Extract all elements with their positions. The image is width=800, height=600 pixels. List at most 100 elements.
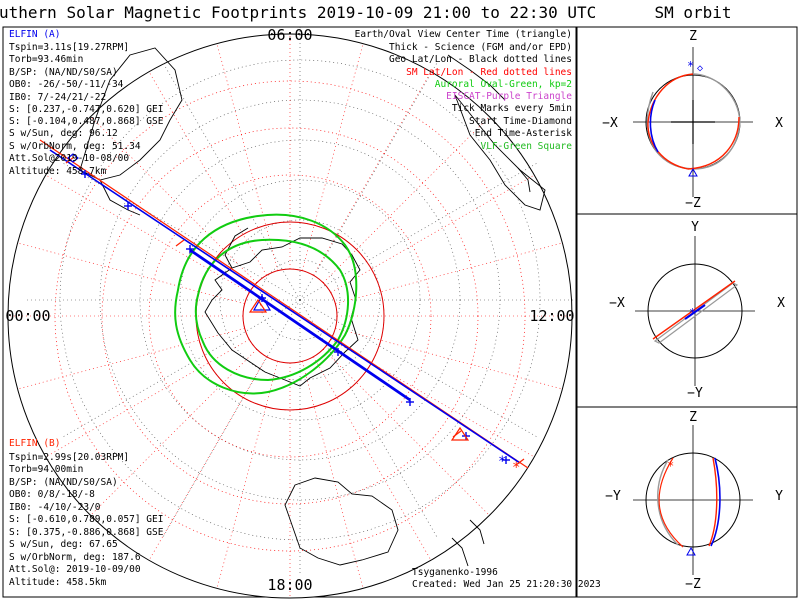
orbit-a-path [647,73,740,170]
probe-b-line: IB0: -4/10/-23/0 [9,502,101,513]
probe-a-name: ELFIN (A) [9,29,60,40]
africa-outline [454,94,546,211]
orbit-panel-xz: ◇ * Z −Z −X X [602,29,783,211]
australia-outline [284,477,399,566]
orbit-end-asterisk: * [667,459,674,473]
mlt-label-right: 12:00 [529,307,574,325]
axis-label-bottom: −Z [685,577,701,592]
axis-label-right: X [775,116,783,131]
probe-b-line: B/SP: (NA/ND/S0/SA) [9,477,118,488]
track-b-end-asterisk: * [512,460,520,476]
orbit-panel-yz: * Z −Z −Y Y [605,410,783,592]
orbit-view-triangle [686,546,696,556]
antarctica-outline [204,237,361,387]
axis-label-bottom: −Y [687,386,703,401]
probe-a-line: B/SP: (NA/ND/S0/SA) [9,67,118,78]
madagascar-outline [517,167,531,193]
legend-entry: Auroral Oval-Green, kp=2 [435,79,572,90]
track-b-tick [175,239,185,247]
orbit-a-path [658,457,684,548]
south-america-outline [79,47,183,181]
probe-a-line: S w/Sun, deg: 96.12 [9,128,118,139]
orbit-b-path [653,282,739,344]
probe-b-line: Tspin=2.99s[20.03RPM] [9,452,129,463]
probe-b-line: Altitude: 458.5km [9,577,107,588]
axis-label-bottom: −Z [685,196,701,211]
sm-lat-circle [148,174,432,458]
legend-entry: EISCAT-Purple Triangle [446,91,572,102]
orbit-b-path [657,459,679,546]
footprint-tracks: * * [39,139,529,476]
mlt-label-bottom: 18:00 [267,576,312,594]
probe-b-line: S w/OrbNorm, deg: 187.6 [9,552,141,563]
axis-label-top: Y [691,220,699,235]
geo-grid [25,25,575,575]
orbit-end-asterisk: * [687,59,694,73]
auroral-oval-outer [174,213,358,395]
probe-a-line: Altitude: 458.7km [9,166,107,177]
orbit-a-science [710,457,721,547]
probe-b-line: S: [-0.610,0.789,0.057] GEI [9,514,163,525]
orbit-b-science [708,457,718,547]
probe-b-name: ELFIN (B) [9,438,60,449]
orbit-a-path [652,280,736,340]
legend-entry: Thick - Science (FGM and/or EPD) [389,42,572,53]
legend-entry: SM Lat/Lon - Red dotted lines [406,67,572,78]
orbit-title: SM orbit [654,3,731,22]
earth-circle [645,452,741,548]
legend-entry: VLF-Green Square [480,141,572,152]
orbit-end-asterisk: * [689,306,696,320]
southern-africa-coast [447,54,506,101]
probe-b-info: ELFIN (B) Tspin=2.99s[20.03RPM] Torb=94.… [9,438,164,588]
new-zealand-outline [451,519,485,567]
probe-a-line: OB0: -26/-50/-11/-34 [9,79,124,90]
main-title: Southern Solar Magnetic Footprints 2019-… [0,3,596,22]
probe-a-line: Tspin=3.11s[19.27RPM] [9,42,129,53]
axis-label-top: Z [689,29,697,44]
view-center-triangle-b2 [248,298,268,313]
probe-a-line: Att.Sol@2019-10-08/00 [9,153,129,164]
track-a-end-asterisk: * [498,454,506,470]
footer: Tsyganenko-1996 Created: Wed Jan 25 21:2… [412,567,601,590]
probe-a-line: S w/OrbNorm, deg: 51.34 [9,141,141,152]
axis-label-left: −Y [605,489,621,504]
polar-map: * * 06:00 00:00 12:00 18:00 [5,25,575,599]
antarctic-peninsula [224,227,249,269]
axis-label-left: −X [602,116,618,131]
axis-label-right: X [777,296,785,311]
view-center-triangle-a [252,294,272,311]
continents [79,47,546,567]
probe-a-line: Torb=93.46min [9,54,83,65]
axis-label-left: −X [609,296,625,311]
probe-a-line: S: [0.237,-0.747,0.620] GEI [9,104,163,115]
probe-b-line: Att.Sol@: 2019-10-09/00 [9,564,141,575]
view-center-markers [248,294,470,441]
axis-label-top: Z [689,410,697,425]
footer-model: Tsyganenko-1996 [412,567,498,578]
view-center-triangle-b [450,426,470,441]
legend-entry: Earth/Oval View Center Time (triangle) [355,29,572,40]
probe-a-line: IB0: 7/-24/21/-22 [9,92,106,103]
earth-circle [647,263,743,359]
legend-entry: End Time-Asterisk [475,128,573,139]
probe-b-line: S w/Sun, deg: 67.65 [9,539,118,550]
orbit-a-science [649,99,659,153]
orbit-start-diamond: ◇ [697,63,703,74]
orbit-view-triangle [688,167,698,177]
track-b-tick [515,458,525,466]
legend-entry: Geo Lat/Lon - Black dotted lines [389,54,572,65]
footer-created: Created: Wed Jan 25 21:20:30 2023 [412,579,601,590]
probe-b-line: S: [0.375,-0.886,0.868] GSE [9,527,164,538]
south-america-tip [99,179,141,216]
mlt-label-left: 00:00 [5,307,50,325]
probe-a-line: S: [-0.104,0.487,0.868] GSE [9,116,164,127]
axis-label-right: Y [775,489,783,504]
mlt-label-top: 06:00 [267,26,312,44]
orbit-panel-xy: * Y −Y −X X [609,220,785,401]
legend-entry: Tick Marks every 5min [452,103,572,114]
legend-entry: Start Time-Diamond [469,116,572,127]
probe-b-line: Torb=94.00min [9,464,83,475]
legend: Earth/Oval View Center Time (triangle) T… [355,29,573,152]
probe-a-info: ELFIN (A) Tspin=3.11s[19.27RPM] Torb=93.… [9,29,164,177]
